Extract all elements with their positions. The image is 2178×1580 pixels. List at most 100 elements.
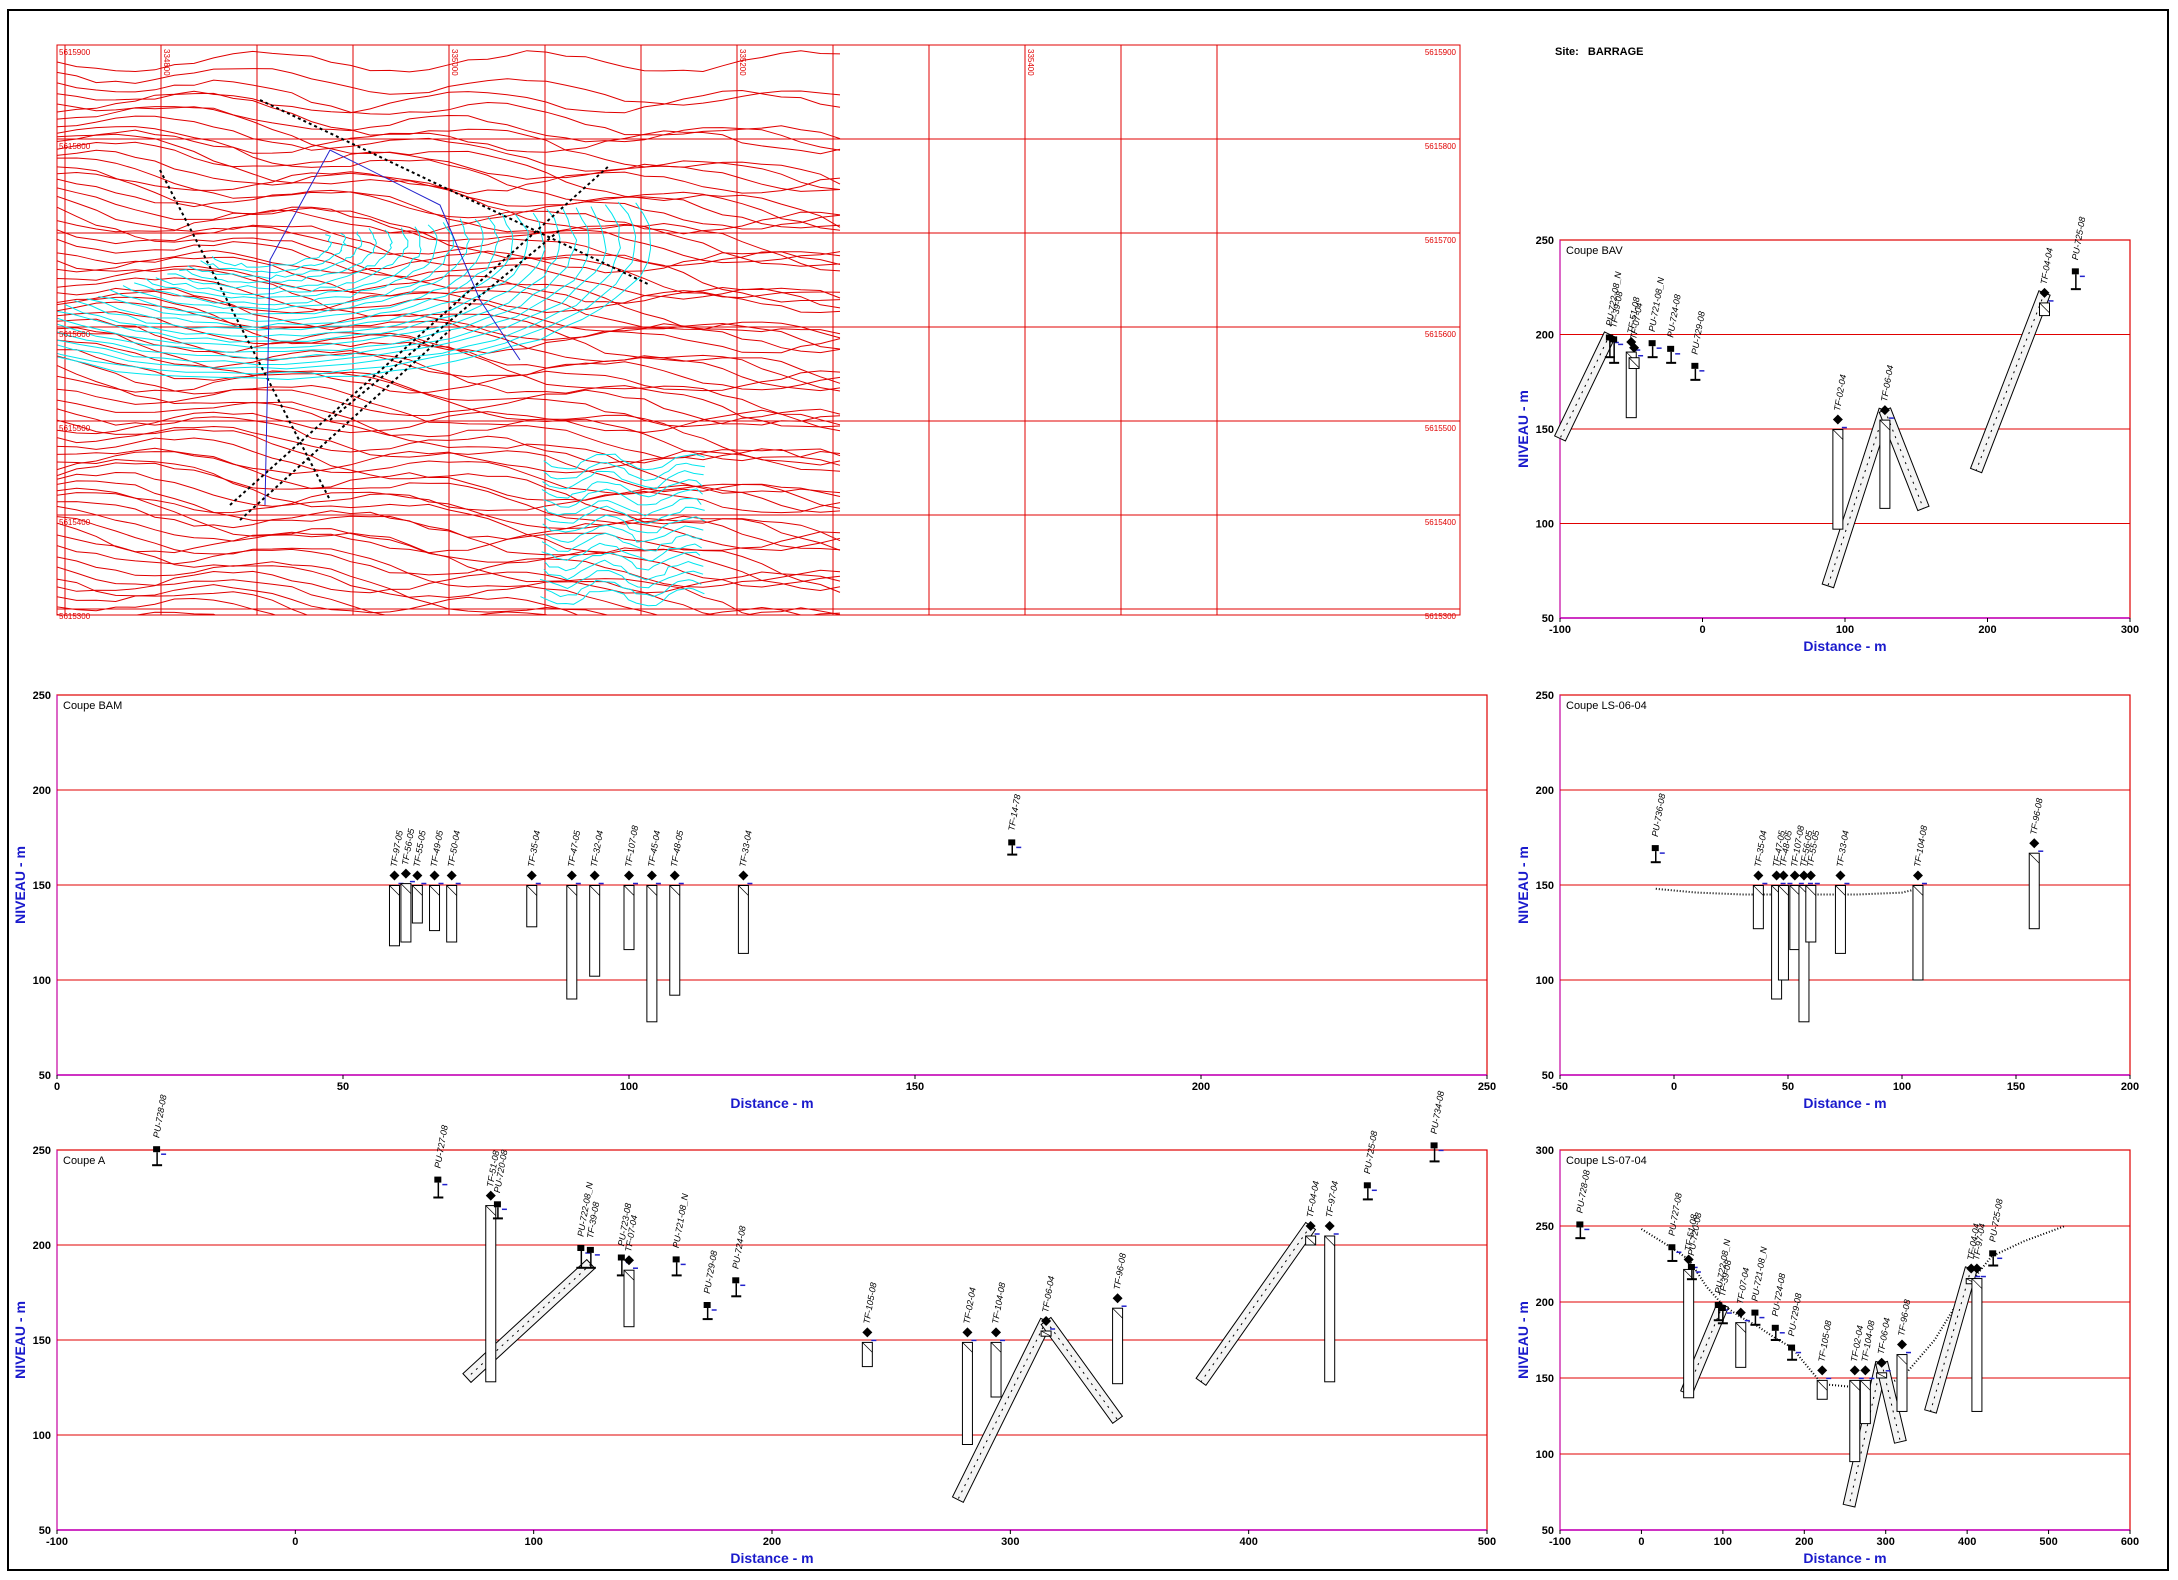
borehole-hatch — [389, 885, 400, 896]
map-contour-line — [57, 355, 841, 462]
section-y-tick-label: 100 — [1536, 519, 1554, 531]
section-x-tick-label: 600 — [2121, 1536, 2139, 1548]
borehole-column — [1798, 885, 1810, 1023]
borehole-hatch — [1879, 419, 1891, 431]
section-chart: 50 100 150 200 250 -100 0 100 200 300 400 500 Coupe … — [12, 1090, 1496, 1566]
borehole-column — [1789, 885, 1801, 951]
section-y-tick-label: 200 — [1536, 1297, 1554, 1309]
map-contour-line — [57, 195, 841, 299]
map-contour-line — [57, 149, 841, 229]
borehole-column — [623, 885, 635, 951]
map-tick-label-right: 5615300 — [1425, 612, 1457, 621]
map-tick-label-right: 5615400 — [1425, 518, 1457, 527]
borehole-hatch — [738, 885, 749, 896]
borehole-label: PU-734-08 — [1429, 1090, 1446, 1135]
map-contour-line — [57, 238, 841, 300]
section-inclined-borehole-axis — [1827, 409, 1886, 587]
map-water-contour — [544, 524, 704, 543]
map-contour-line — [57, 92, 841, 185]
map-contour-line — [57, 408, 841, 497]
borehole-collar-marker — [1817, 1365, 1828, 1376]
borehole-column — [1752, 885, 1764, 930]
borehole-hatch — [1971, 1278, 1983, 1289]
section-x-axis-label: Distance - m — [1803, 1550, 1886, 1566]
map-water-contour — [122, 222, 454, 311]
borehole-hatch — [1849, 1380, 1861, 1391]
borehole-collar-marker — [1835, 870, 1846, 881]
section-x-tick-label: 500 — [1478, 1536, 1496, 1548]
map-contour-line — [57, 141, 841, 192]
map-contour-line — [57, 450, 841, 475]
section-y-axis-label: NIVEAU - m — [12, 1301, 28, 1379]
section-x-tick-label: 0 — [292, 1536, 298, 1548]
site-label: Site: BARRAGE — [1555, 46, 1650, 58]
borehole-column — [861, 1341, 873, 1368]
map-water-contour — [544, 505, 705, 525]
map-contour-line — [57, 349, 841, 426]
borehole-collar-marker — [1683, 1254, 1694, 1265]
section-title: Coupe A — [63, 1155, 106, 1167]
map-water-contour — [179, 228, 377, 284]
borehole-collar-marker — [1798, 870, 1809, 881]
borehole-column — [1683, 1268, 1695, 1399]
map-contour-line — [57, 578, 309, 615]
borehole-column — [1896, 1354, 1908, 1412]
map-contour-line — [57, 68, 841, 106]
section-title: Coupe BAV — [1566, 245, 1623, 257]
borehole: TF-07-04 — [1628, 302, 1644, 370]
borehole-column — [411, 885, 423, 924]
map-contour-line — [57, 501, 841, 552]
borehole-column — [485, 1205, 497, 1383]
borehole-collar-marker — [1912, 870, 1923, 881]
section-y-axis-label: NIVEAU - m — [12, 846, 28, 924]
map-tick-label-left: 5615600 — [59, 330, 91, 339]
borehole-collar-marker — [1771, 870, 1782, 881]
map-water-contour — [98, 218, 484, 322]
map-water-contour — [167, 229, 393, 290]
map-water-contour — [543, 453, 705, 471]
borehole-collar-marker — [586, 1246, 594, 1253]
section-x-tick-label: 100 — [1714, 1536, 1732, 1548]
borehole-column — [1324, 1235, 1336, 1383]
map-section-line — [329, 229, 561, 421]
map-contour-line — [57, 597, 277, 615]
map-contour-line — [57, 79, 841, 140]
section-y-tick-label: 250 — [1536, 235, 1554, 247]
borehole-hatch — [566, 885, 578, 896]
section-x-tick-label: 400 — [1958, 1536, 1976, 1548]
map-section-line — [159, 169, 331, 501]
map-water-contour — [543, 497, 702, 517]
section-inclined-borehole-axis — [957, 1320, 1047, 1500]
borehole-collar-marker — [1041, 1316, 1052, 1326]
map-contour-line — [57, 327, 841, 466]
map-section-lines — [159, 99, 651, 521]
borehole-hatch — [429, 885, 440, 896]
section-y-tick-label: 300 — [1536, 1145, 1554, 1157]
section-x-tick-label: 500 — [2039, 1536, 2057, 1548]
borehole-collar-marker — [1778, 870, 1789, 881]
borehole-collar-marker — [1989, 1250, 1997, 1257]
map-contour-line — [57, 171, 841, 195]
section-inclined-borehole-axis — [1559, 334, 1611, 439]
borehole-hatch — [1912, 885, 1924, 896]
borehole-column — [1805, 885, 1817, 943]
section-x-tick-label: 200 — [763, 1536, 781, 1548]
borehole-hatch — [1816, 1380, 1828, 1391]
map-tick-label-left: 5615400 — [59, 518, 91, 527]
section-y-tick-label: 50 — [1542, 1525, 1554, 1537]
map-tick-label-top: 335000 — [450, 49, 459, 76]
section-x-tick-label: 0 — [1699, 624, 1705, 636]
map-contour-line — [57, 611, 217, 615]
map-contour-line — [57, 206, 841, 335]
section-x-tick-label: 100 — [620, 1081, 638, 1093]
map-tick-label-left: 5615300 — [59, 612, 91, 621]
borehole-hatch — [2028, 852, 2040, 864]
borehole-column — [589, 885, 601, 977]
borehole-collar-marker — [1651, 845, 1659, 852]
borehole-hatch — [646, 885, 658, 896]
map-contour-line — [57, 419, 841, 542]
borehole-collar-marker — [1718, 1305, 1726, 1312]
section-x-axis-label: Distance - m — [1803, 1095, 1886, 1111]
borehole-collar-marker — [526, 870, 537, 881]
